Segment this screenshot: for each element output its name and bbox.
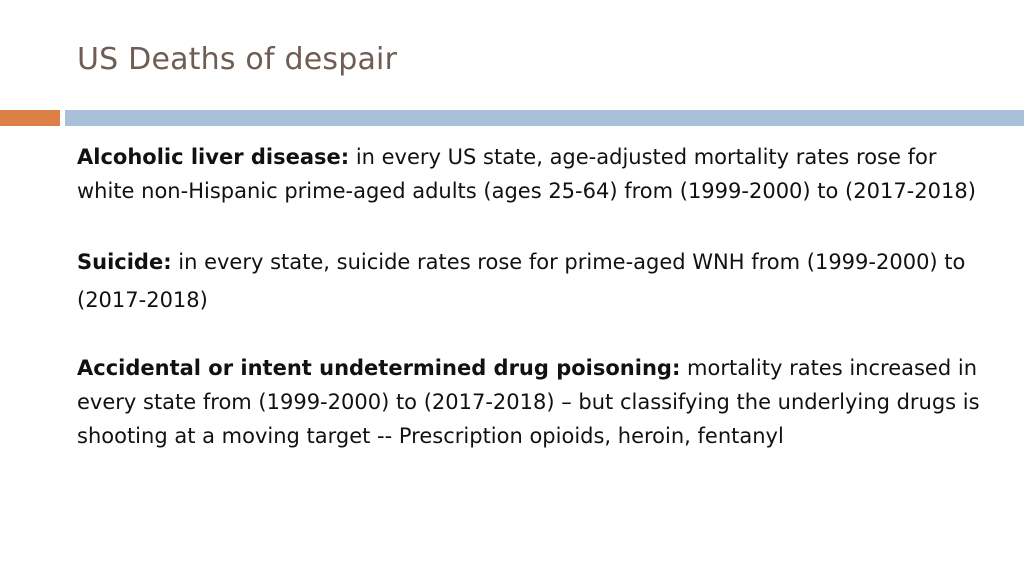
paragraph-label: Accidental or intent undetermined drug p… <box>77 356 681 380</box>
slide-body: Alcoholic liver disease: in every US sta… <box>77 140 987 488</box>
accent-bar-orange <box>0 110 60 126</box>
paragraph-text: mortality rates increased in every state… <box>77 356 980 448</box>
paragraph-label: Suicide: <box>77 250 172 274</box>
accent-bar-blue <box>65 110 1024 126</box>
slide-title: US Deaths of despair <box>77 42 398 77</box>
paragraph-alcoholic-liver-disease: Alcoholic liver disease: in every US sta… <box>77 140 987 208</box>
paragraph-text: in every state, suicide rates rose for p… <box>77 250 966 312</box>
paragraph-text: in every US state, age-adjusted mortalit… <box>77 145 976 203</box>
paragraph-drug-poisoning: Accidental or intent undetermined drug p… <box>77 351 987 453</box>
paragraph-suicide: Suicide: in every state, suicide rates r… <box>77 243 987 319</box>
paragraph-label: Alcoholic liver disease: <box>77 145 350 169</box>
